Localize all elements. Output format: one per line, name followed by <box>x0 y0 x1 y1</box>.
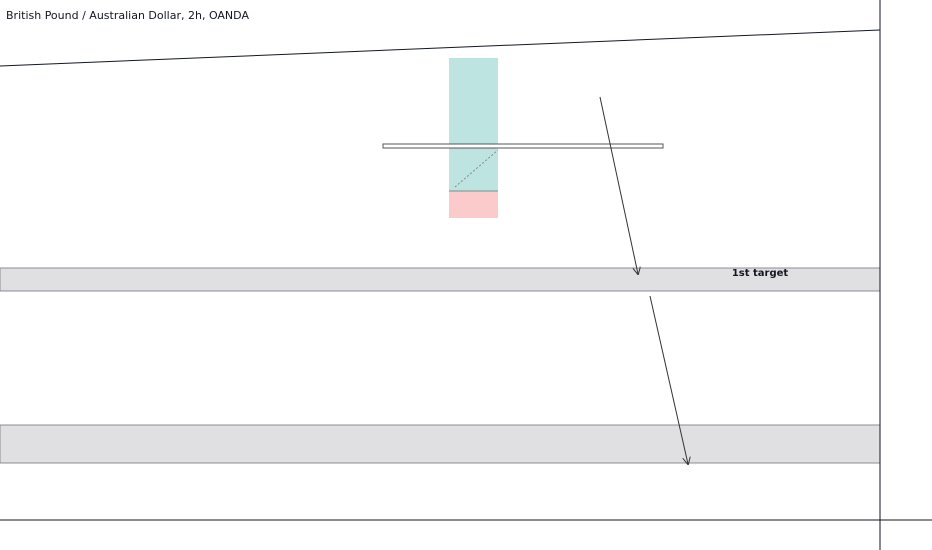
profit-zone <box>449 58 498 191</box>
annotation: 1st target <box>732 268 789 279</box>
target-zone <box>0 424 881 464</box>
arrow <box>599 96 638 274</box>
zone-box <box>382 143 664 149</box>
trend-line <box>0 29 881 67</box>
arrow <box>649 295 688 464</box>
trade-path <box>454 149 499 188</box>
price-axis <box>880 0 932 550</box>
loss-zone <box>449 191 498 218</box>
chart-title: British Pound / Australian Dollar, 2h, O… <box>6 9 249 22</box>
